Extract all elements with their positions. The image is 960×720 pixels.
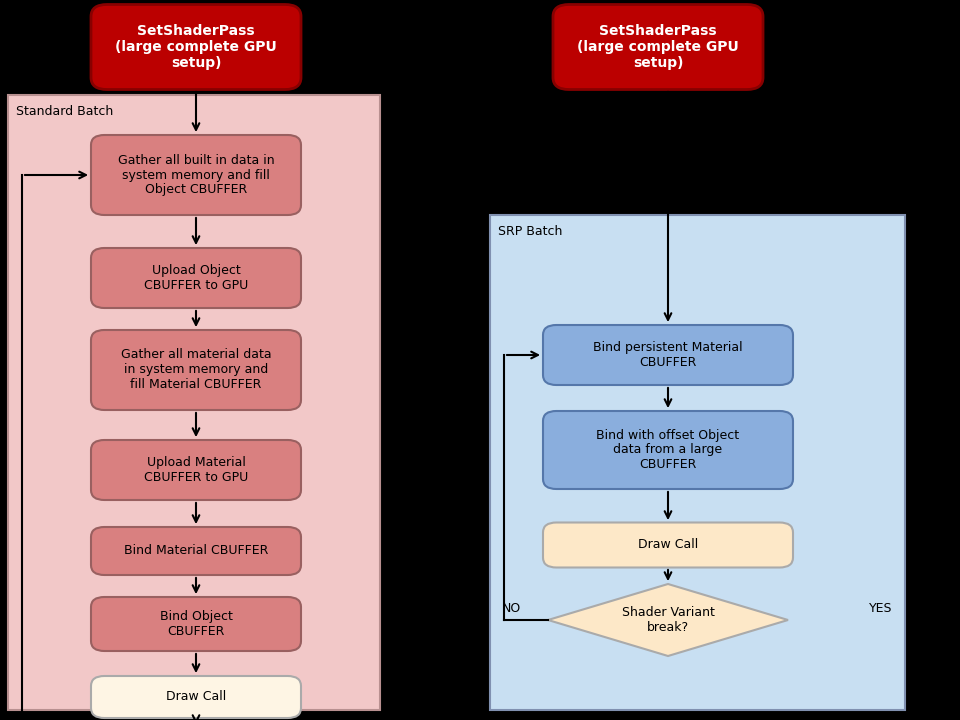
FancyBboxPatch shape <box>8 95 380 710</box>
Text: YES: YES <box>869 601 892 614</box>
Text: Draw Call: Draw Call <box>637 539 698 552</box>
Text: Upload Material
CBUFFER to GPU: Upload Material CBUFFER to GPU <box>144 456 248 484</box>
FancyBboxPatch shape <box>543 325 793 385</box>
FancyBboxPatch shape <box>91 135 301 215</box>
FancyBboxPatch shape <box>490 215 905 710</box>
Text: Bind Material CBUFFER: Bind Material CBUFFER <box>124 544 268 557</box>
FancyBboxPatch shape <box>553 4 763 89</box>
Text: Bind persistent Material
CBUFFER: Bind persistent Material CBUFFER <box>593 341 743 369</box>
Text: Shader Variant
break?: Shader Variant break? <box>621 606 714 634</box>
Polygon shape <box>548 584 788 656</box>
FancyBboxPatch shape <box>91 248 301 308</box>
FancyBboxPatch shape <box>543 411 793 489</box>
Text: Standard Batch: Standard Batch <box>16 105 113 118</box>
FancyBboxPatch shape <box>91 330 301 410</box>
Text: SetShaderPass
(large complete GPU
setup): SetShaderPass (large complete GPU setup) <box>577 24 739 71</box>
FancyBboxPatch shape <box>91 440 301 500</box>
Text: SetShaderPass
(large complete GPU
setup): SetShaderPass (large complete GPU setup) <box>115 24 276 71</box>
Text: Gather all built in data in
system memory and fill
Object CBUFFER: Gather all built in data in system memor… <box>118 153 275 197</box>
Text: Upload Object
CBUFFER to GPU: Upload Object CBUFFER to GPU <box>144 264 248 292</box>
Text: Gather all material data
in system memory and
fill Material CBUFFER: Gather all material data in system memor… <box>121 348 272 392</box>
FancyBboxPatch shape <box>91 4 301 89</box>
Text: Bind Object
CBUFFER: Bind Object CBUFFER <box>159 610 232 638</box>
FancyBboxPatch shape <box>91 676 301 718</box>
FancyBboxPatch shape <box>91 527 301 575</box>
Text: NO: NO <box>502 601 521 614</box>
Text: SRP Batch: SRP Batch <box>498 225 563 238</box>
FancyBboxPatch shape <box>543 523 793 567</box>
Text: Bind with offset Object
data from a large
CBUFFER: Bind with offset Object data from a larg… <box>596 428 739 472</box>
FancyBboxPatch shape <box>91 597 301 651</box>
Text: Draw Call: Draw Call <box>166 690 227 703</box>
